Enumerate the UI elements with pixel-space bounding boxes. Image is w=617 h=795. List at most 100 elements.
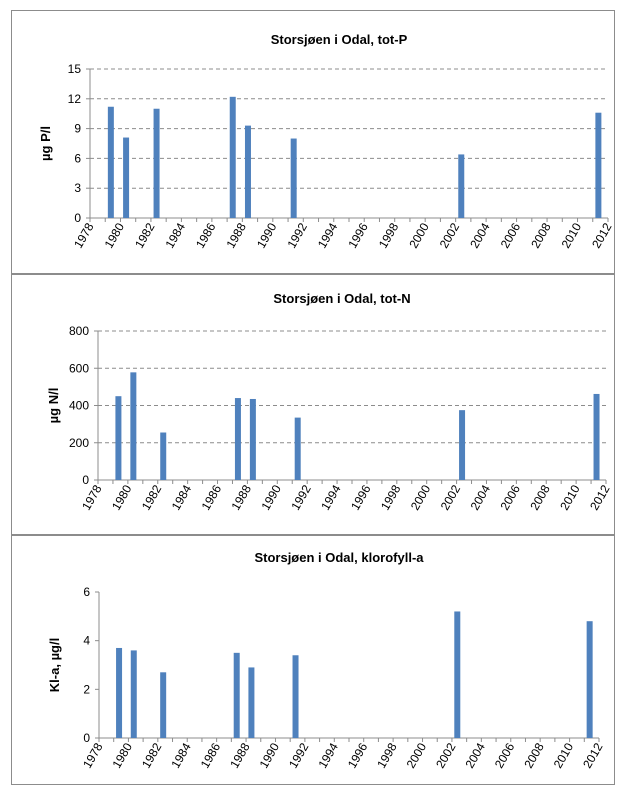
y-tick-label: 0 — [74, 211, 81, 225]
y-tick-label: 800 — [69, 324, 89, 338]
x-tick-label: 2010 — [557, 482, 583, 512]
x-tick-label: 2000 — [406, 220, 432, 250]
x-tick-label: 2000 — [404, 740, 430, 770]
bar-1991 — [290, 138, 297, 218]
x-tick-label: 2002 — [437, 220, 463, 250]
chart-title: Storsjøen i Odal, klorofyll-a — [254, 550, 424, 565]
chart-panel-tot-p: Storsjøen i Odal, tot-P µg P/l 0 3 6 9 12 15 197… — [11, 10, 615, 274]
x-tick-label: 2012 — [580, 740, 606, 770]
bar-2002 — [454, 611, 461, 738]
bar-1980 — [130, 650, 137, 738]
x-tick-label: 2012 — [587, 482, 613, 512]
y-tick-label: 6 — [83, 585, 90, 599]
x-tick-label: 2000 — [408, 482, 434, 512]
x-tick-label: 1994 — [318, 482, 344, 512]
x-tick-label: 2002 — [438, 482, 464, 512]
x-tick-label: 1982 — [132, 220, 158, 250]
x-tick-label: 1998 — [376, 220, 402, 250]
chart-title: Storsjøen i Odal, tot-N — [273, 291, 410, 306]
bar-1979 — [107, 106, 114, 218]
y-tick-label: 6 — [74, 151, 81, 165]
bar-1988 — [248, 667, 255, 738]
bar-1987 — [229, 96, 236, 218]
x-tick-label: 1988 — [229, 482, 255, 512]
x-tick-label: 1996 — [348, 482, 374, 512]
chart-title: Storsjøen i Odal, tot-P — [271, 32, 408, 47]
x-tick-label: 1990 — [258, 482, 284, 512]
x-tick-label: 1990 — [257, 740, 283, 770]
x-tick-label: 2008 — [521, 740, 547, 770]
bar-1988 — [249, 398, 256, 480]
y-tick-label: 2 — [83, 682, 90, 696]
bar-2002 — [458, 154, 465, 218]
bar-2011 — [595, 112, 602, 218]
x-tick-label: 1980 — [110, 740, 136, 770]
x-tick-label: 2006 — [497, 482, 523, 512]
chart-panel-tot-n: Storsjøen i Odal, tot-N µg N/l 0 200 400 600 8… — [11, 274, 615, 535]
x-tick-label: 1984 — [169, 482, 195, 512]
y-tick-label: 0 — [83, 731, 90, 745]
y-tick-label: 12 — [68, 92, 82, 106]
x-tick-label: 1996 — [345, 220, 371, 250]
y-tick-label: 0 — [82, 473, 89, 487]
y-tick-label: 9 — [74, 122, 81, 136]
x-tick-label: 1994 — [315, 740, 341, 770]
y-tick-label: 200 — [69, 436, 89, 450]
bar-2002 — [459, 410, 466, 480]
y-axis-label: Kl-a, µg/l — [47, 638, 62, 692]
x-tick-label: 1986 — [193, 220, 219, 250]
x-tick-label: 2010 — [551, 740, 577, 770]
x-tick-label: 1996 — [345, 740, 371, 770]
y-tick-label: 4 — [83, 634, 90, 648]
x-tick-label: 1992 — [288, 482, 314, 512]
x-tick-label: 1980 — [102, 220, 128, 250]
x-tick-label: 1988 — [227, 740, 253, 770]
x-tick-label: 1992 — [284, 220, 310, 250]
x-tick-label: 2010 — [559, 220, 585, 250]
x-tick-label: 2004 — [468, 482, 494, 512]
x-tick-label: 1986 — [198, 740, 224, 770]
x-tick-label: 1994 — [315, 220, 341, 250]
bar-1991 — [294, 417, 301, 480]
x-tick-label: 1998 — [374, 740, 400, 770]
bar-1987 — [233, 652, 240, 738]
x-tick-label: 1992 — [286, 740, 312, 770]
chart-panel-klorofyll-a: Storsjøen i Odal, klorofyll-a Kl-a, µg/l 0… — [11, 535, 615, 785]
x-tick-label: 1990 — [254, 220, 280, 250]
bar-1987 — [234, 398, 241, 480]
x-tick-label: 2012 — [589, 220, 615, 250]
chart-svg: Storsjøen i Odal, tot-Pµg P/l03691215197… — [38, 32, 615, 251]
x-tick-label: 1980 — [109, 482, 135, 512]
bar-1979 — [115, 396, 122, 480]
bar-1988 — [244, 125, 251, 218]
y-tick-label: 600 — [69, 361, 89, 375]
x-tick-label: 2004 — [462, 740, 488, 770]
bar-1982 — [153, 108, 160, 218]
x-tick-label: 1984 — [168, 740, 194, 770]
bar-1980 — [123, 137, 130, 218]
y-axis-label: µg P/l — [38, 126, 53, 161]
x-tick-label: 1982 — [139, 740, 165, 770]
x-tick-label: 2002 — [433, 740, 459, 770]
x-tick-label: 2008 — [528, 220, 554, 250]
x-tick-label: 1984 — [163, 220, 189, 250]
x-tick-label: 1982 — [139, 482, 165, 512]
bar-2011 — [586, 621, 593, 738]
x-tick-label: 2006 — [492, 740, 518, 770]
bar-1982 — [160, 432, 167, 480]
bar-1982 — [160, 672, 167, 738]
y-tick-label: 400 — [69, 399, 89, 413]
x-tick-label: 1988 — [223, 220, 249, 250]
y-tick-label: 15 — [68, 62, 82, 76]
chart-svg: Storsjøen i Odal, klorofyll-a Kl-a, µg/l 0… — [47, 550, 606, 771]
bar-1991 — [292, 655, 299, 738]
x-tick-label: 1998 — [378, 482, 404, 512]
y-tick-label: 3 — [74, 181, 81, 195]
y-axis-label: µg N/l — [46, 388, 61, 424]
bar-1979 — [116, 647, 123, 738]
x-tick-label: 2008 — [527, 482, 553, 512]
bar-2011 — [593, 393, 600, 480]
bar-1980 — [130, 372, 137, 480]
x-tick-label: 1986 — [199, 482, 225, 512]
x-tick-label: 2006 — [498, 220, 524, 250]
